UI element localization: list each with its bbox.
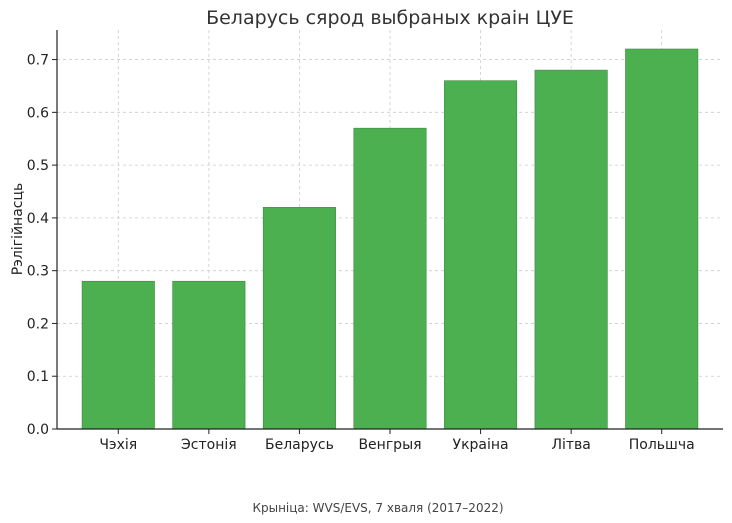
y-tick-label: 0.6 [27,105,49,121]
bar [262,207,336,430]
y-tick-label: 0.3 [27,264,49,280]
bar [625,48,699,430]
y-tick-label: 0.7 [27,53,49,69]
y-tick-label: 0.2 [27,316,49,332]
y-tick-label: 0.0 [27,422,49,438]
x-tick-label: Венгрыя [358,437,421,453]
x-tick-label: Польшча [629,437,695,453]
axes-layer [52,30,723,434]
y-axis-label: Рэлігійнасць [10,183,26,276]
y-tick-label: 0.1 [27,369,49,385]
bar [353,127,427,430]
x-tick-label: Чэхія [99,437,137,453]
bar [81,280,155,430]
chart-title: Беларусь сярод выбраных краін ЦУЕ [206,7,574,29]
x-tick-label: Беларусь [265,437,334,453]
y-tick-label: 0.5 [27,158,49,174]
x-tick-label: Украіна [453,437,509,453]
bars-layer [81,48,699,430]
bar [172,280,246,430]
source-note: Крыніца: WVS/EVS, 7 хваля (2017–2022) [252,501,503,515]
bar [534,69,608,430]
x-tick-label: Літва [551,437,590,453]
bar [444,80,518,430]
x-tick-label: Эстонія [181,437,237,453]
y-tick-label: 0.4 [27,211,49,227]
labels-layer: 0.0 0.1 0.2 0.3 0.4 0.5 0.6 0.7 Чэхія Эстонія Бела… [27,53,695,453]
